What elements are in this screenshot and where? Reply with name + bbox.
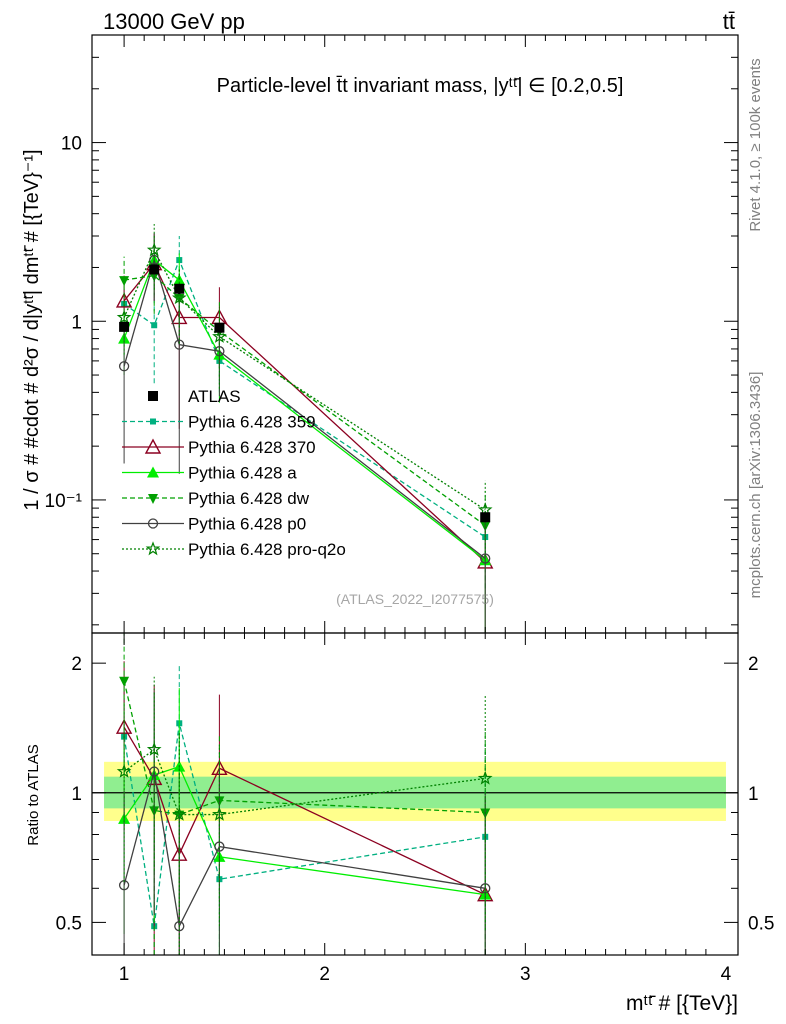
ratio-data-point [116,763,132,778]
series-line [124,274,486,526]
y-tick-label: 10 [61,134,82,155]
series-line [123,257,486,560]
legend-marker-atlas [148,391,158,401]
legend-label: Pythia 6.428 370 [188,438,316,457]
atlas-data-point [214,322,225,333]
legend-marker [144,438,162,454]
data-point [174,339,185,350]
ratio-data-point [477,770,493,785]
x-tick-label: 1 [119,964,130,985]
legend-label: Pythia 6.428 359 [188,413,316,432]
rivet-version-label: Rivet 4.1.0, ≥ 100k events [747,58,764,231]
data-point [480,553,491,564]
legend: ATLAS Pythia 6.428 359 Pythia 6.428 370 Pyt… [122,387,346,559]
legend-marker [150,418,156,425]
ratio-series-line [123,723,486,927]
main-panel: 10⁻¹ 1 10 Particle-level t̄t invariant mas… [45,34,739,634]
ratio-y-tick-label: 1 [71,784,82,805]
ratio-series-5 [116,676,493,955]
ratio-series-line [123,680,486,816]
series-5 [116,224,493,557]
header-energy-label: 13000 GeV pp [103,9,245,34]
legend-label: Pythia 6.428 p0 [188,515,306,534]
legend-marker [145,541,161,556]
x-tick-label: 3 [520,964,531,985]
ratio-y-tick-label-right: 0.5 [748,913,774,934]
ratio-series-2 [118,688,492,955]
ratio-y-tick-label-right: 1 [748,784,759,805]
y-tick-label: 10⁻¹ [45,491,83,512]
atlas-data-point [119,321,130,332]
legend-marker [147,518,159,529]
data-point [171,290,187,305]
data-point [119,276,130,287]
legend-marker [148,494,158,504]
data-point [212,329,227,343]
ratio-data-point [212,806,227,821]
ratio-series-line [123,748,486,816]
ratio-panel: 1 2 3 4 0.5 0.5 1 1 2 2 [56,632,774,985]
analysis-watermark: (ATLAS_2022_I2077575) [336,591,494,607]
legend-marker [147,466,159,478]
atlas-data-point [149,264,160,275]
ratio-y-tick-label: 0.5 [56,913,82,934]
legend-label: Pythia 6.428 a [188,464,297,483]
header-process-label: tt̄ [723,9,735,34]
legend-label: Pythia 6.428 pro-q2o [188,540,346,559]
atlas-data-point [480,512,491,523]
y-tick-label: 1 [71,312,82,333]
legend-label: Pythia 6.428 dw [188,489,310,508]
data-point [151,322,158,329]
x-axis-label: mᵗᵗ̄ # [{TeV}] [626,992,738,1015]
data-point [116,309,132,324]
ratio-data-point [149,766,160,777]
y-axis-label: 1 / σ # #cdot # d²σ / d|yᵗᵗ̄| dmᵗᵗ̄ # [{… [21,149,43,510]
data-point [118,361,130,372]
ratio-data-point [119,676,130,687]
atlas-data-point [174,283,185,294]
data-point [115,292,133,308]
series-line [123,248,486,511]
x-tick-label: 4 [721,964,732,985]
ratio-series-4 [118,691,491,955]
ratio-y-axis-label: Ratio to ATLAS [25,744,42,845]
ratio-data-point [171,806,187,821]
plot-title: Particle-level t̄t invariant mass, |yᵗᵗ̄… [217,75,624,97]
legend-label-atlas: ATLAS [188,387,241,406]
mcplots-label: mcplots.cern.ch [arXiv:1306.3436] [747,372,764,599]
ratio-data-point [146,741,162,756]
ratio-frame [91,632,739,956]
ratio-y-tick-label-right: 2 [748,654,759,675]
ratio-y-tick-label: 2 [71,654,82,675]
data-point [146,242,162,257]
x-tick-label: 2 [319,964,330,985]
atlas-data [119,264,491,523]
